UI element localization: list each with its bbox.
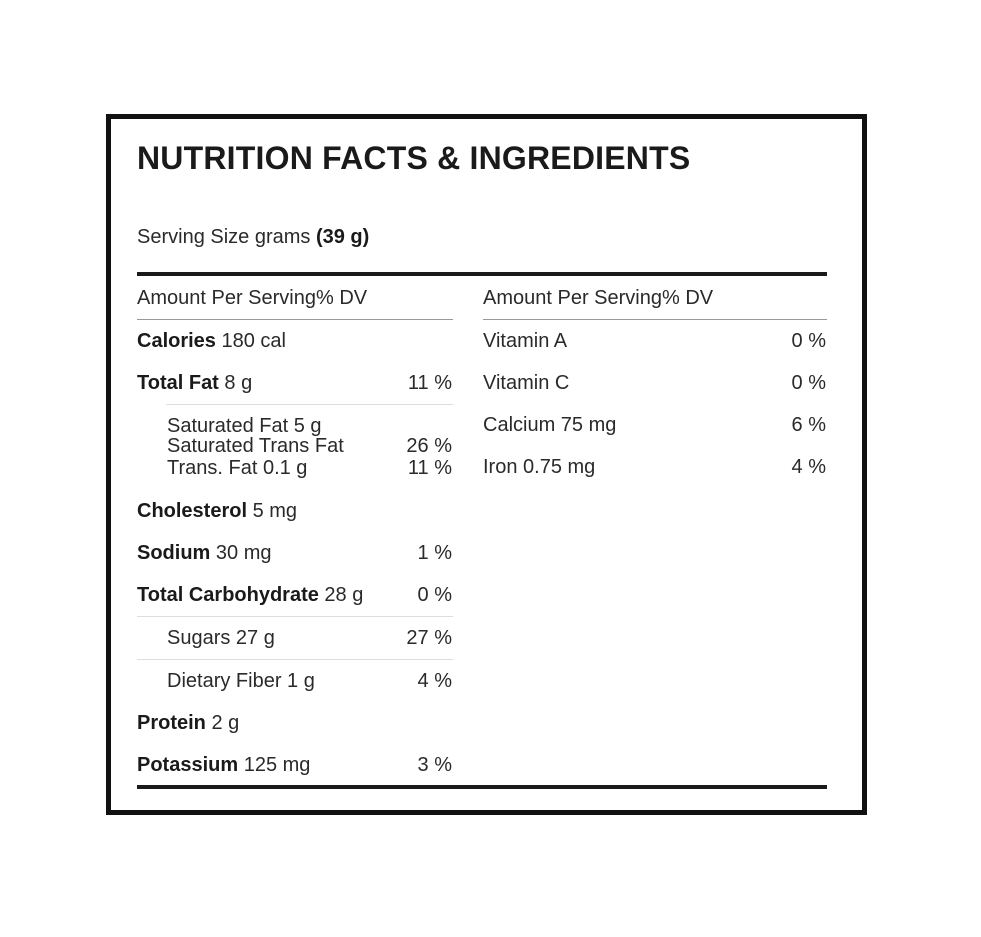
cholesterol-amount: 5 mg (247, 500, 298, 522)
potassium-dv: 3 % (417, 754, 452, 776)
serving-size-value: (39 g) (315, 226, 370, 248)
right-header-rule (483, 319, 827, 320)
calcium-label: Calcium 75 mg (483, 414, 617, 436)
row-sodium: Sodium 30 mg (137, 542, 272, 565)
row-total-fat: Total Fat 8 g (137, 372, 252, 395)
trans-fat-label: Trans. Fat 0.1 g (167, 457, 308, 479)
sodium-label: Sodium (137, 542, 211, 564)
vitamin-c-dv: 0 % (791, 372, 826, 394)
sodium-amount: 30 mg (210, 542, 272, 564)
calcium-dv: 6 % (791, 414, 826, 436)
total-fat-amount: 8 g (218, 372, 253, 394)
page-title: NUTRITION FACTS & INGREDIENTS (137, 140, 691, 176)
potassium-amount: 125 mg (238, 754, 311, 776)
row-divider (137, 659, 453, 660)
row-calories: Calories 180 cal (137, 330, 286, 353)
total-carbohydrate-dv: 0 % (417, 584, 452, 606)
row-cholesterol: Cholesterol 5 mg (137, 500, 297, 523)
bottom-thick-rule (137, 785, 827, 789)
total-carbohydrate-amount: 28 g (318, 584, 364, 606)
protein-label: Protein (137, 712, 206, 734)
right-column-header: Amount Per Serving% DV (483, 287, 714, 309)
left-column-header: Amount Per Serving% DV (137, 287, 368, 309)
sodium-dv: 1 % (417, 542, 452, 564)
serving-size-label: Serving Size grams (137, 226, 311, 248)
dietary-fiber-label: Dietary Fiber 1 g (167, 670, 315, 692)
row-total-carbohydrate: Total Carbohydrate 28 g (137, 584, 363, 607)
dietary-fiber-dv: 4 % (417, 670, 452, 692)
iron-dv: 4 % (791, 456, 826, 478)
protein-amount: 2 g (205, 712, 240, 734)
serving-size: Serving Size grams (39 g) (137, 226, 369, 249)
left-header-rule (137, 319, 453, 320)
top-thick-rule (137, 272, 827, 276)
sugars-dv: 27 % (406, 627, 452, 649)
potassium-label: Potassium (137, 754, 239, 776)
row-protein: Protein 2 g (137, 712, 239, 735)
trans-fat-dv: 11 % (407, 457, 452, 479)
vitamin-a-dv: 0 % (791, 330, 826, 352)
iron-label: Iron 0.75 mg (483, 456, 596, 478)
calories-amount: 180 cal (215, 330, 286, 352)
total-carbohydrate-label: Total Carbohydrate (137, 584, 319, 606)
sugars-label: Sugars 27 g (167, 627, 275, 649)
nutrition-panel (106, 114, 867, 815)
saturated-trans-fat-dv: 26 % (406, 435, 452, 457)
calories-label: Calories (137, 330, 216, 352)
total-fat-label: Total Fat (137, 372, 219, 394)
saturated-fat-label: Saturated Fat 5 g (167, 415, 322, 437)
cholesterol-label: Cholesterol (137, 500, 248, 522)
saturated-trans-fat-label: Saturated Trans Fat (167, 435, 344, 457)
row-divider (166, 404, 453, 405)
vitamin-a-label: Vitamin A (483, 330, 568, 352)
total-fat-dv: 11 % (407, 372, 452, 394)
row-potassium: Potassium 125 mg (137, 754, 310, 777)
vitamin-c-label: Vitamin C (483, 372, 570, 394)
row-divider (137, 616, 453, 617)
